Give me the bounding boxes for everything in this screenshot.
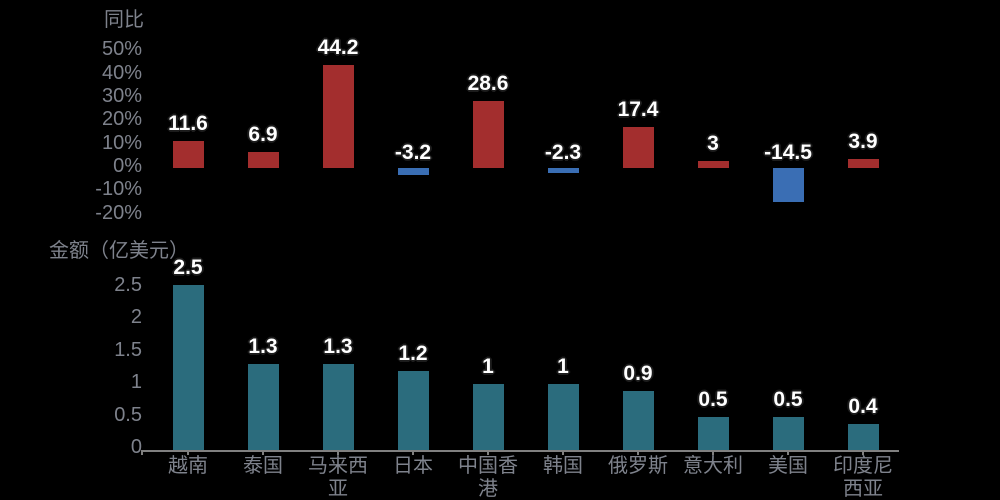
yoy-ytick-4: 10% <box>101 131 142 154</box>
amount-category-label-4: 中国香港 <box>443 455 533 500</box>
yoy-ytick-6: -10% <box>95 178 142 201</box>
amount-bar-4 <box>472 384 504 450</box>
yoy-bar-3 <box>397 168 429 176</box>
amount-value-label-2: 1.3 <box>323 335 353 359</box>
yoy-value-label-4: 28.6 <box>467 72 509 96</box>
amount-category-label-7: 意大利 <box>668 455 758 478</box>
amount-value-label-1: 1.3 <box>248 335 278 359</box>
yoy-ytick-1: 40% <box>101 61 142 84</box>
yoy-bar-9 <box>847 158 879 168</box>
amount-category-label-0-line-0: 越南 <box>168 455 208 477</box>
amount-ytick-0: 2.5 <box>114 273 142 296</box>
amount-bar-8 <box>772 417 804 450</box>
amount-bar-0 <box>172 285 204 450</box>
yoy-value-label-2: 44.2 <box>317 35 359 59</box>
yoy-value-label-3: -3.2 <box>394 141 432 164</box>
amount-category-label-4-line-1: 港 <box>478 478 498 500</box>
yoy-ytick-0: 50% <box>101 38 142 61</box>
amount-category-tick-0 <box>187 450 189 455</box>
amount-value-label-7: 0.5 <box>698 388 728 411</box>
amount-category-label-6-line-0: 俄罗斯 <box>608 455 668 477</box>
amount-category-label-4-line-0: 中国香 <box>458 455 518 477</box>
amount-category-label-2: 马来西亚 <box>293 455 383 500</box>
amount-ytick-2: 1.5 <box>114 338 142 361</box>
amount-category-label-1-line-0: 泰国 <box>243 455 283 477</box>
amount-category-tick-5 <box>562 450 564 455</box>
amount-category-label-9-line-0: 印度尼 <box>833 455 893 477</box>
yoy-bar-1 <box>247 151 279 168</box>
amount-category-label-5: 韩国 <box>518 455 608 478</box>
amount-ytick-3: 1 <box>130 371 142 393</box>
amount-category-tick-3 <box>412 450 414 455</box>
yoy-bar-6 <box>622 127 654 168</box>
amount-category-tick-8 <box>787 450 789 455</box>
amount-x-axis-line <box>141 450 899 452</box>
amount-category-label-7-line-0: 意大利 <box>683 455 743 477</box>
amount-category-label-9: 印度尼 西亚 <box>818 455 908 500</box>
amount-bar-2 <box>322 364 354 450</box>
amount-category-tick-2 <box>337 450 339 455</box>
amount-ytick-1: 2 <box>130 306 142 328</box>
amount-bar-6 <box>622 390 654 450</box>
yoy-ytick-7: -20% <box>95 201 142 224</box>
amount-bar-3 <box>397 370 429 450</box>
yoy-ytick-2: 30% <box>101 84 142 107</box>
yoy-value-label-8: -14.5 <box>764 141 812 164</box>
yoy-bar-4 <box>472 101 504 168</box>
amount-category-label-9-line-1: 西亚 <box>843 478 883 500</box>
amount-category-label-2-line-0: 马来西 <box>308 455 368 477</box>
yoy-bar-8 <box>772 168 804 202</box>
amount-category-tick-9 <box>862 450 864 455</box>
yoy-bar-5 <box>547 168 579 174</box>
yoy-ytick-5: 0% <box>113 155 142 177</box>
yoy-value-label-0: 11.6 <box>168 111 208 135</box>
amount-panel-title: 金额（亿美元） <box>49 240 189 262</box>
amount-category-label-6: 俄罗斯 <box>593 455 683 478</box>
amount-value-label-5: 1 <box>557 355 569 378</box>
amount-bar-9 <box>847 423 879 450</box>
yoy-bar-0 <box>172 140 204 168</box>
yoy-value-label-7: 3 <box>707 131 719 155</box>
yoy-value-label-9: 3.9 <box>848 129 878 153</box>
amount-category-label-3-line-0: 日本 <box>393 455 433 477</box>
amount-value-label-8: 0.5 <box>773 388 803 411</box>
yoy-bar-2 <box>322 64 354 168</box>
amount-category-label-1: 泰国 <box>218 455 308 478</box>
amount-category-label-0: 越南 <box>143 455 233 478</box>
amount-value-label-0: 2.5 <box>173 256 203 279</box>
yoy-value-label-1: 6.9 <box>248 122 278 146</box>
amount-category-label-8: 美国 <box>743 455 833 478</box>
yoy-panel-title: 同比 <box>104 9 144 31</box>
amount-category-tick-7 <box>712 450 714 455</box>
amount-category-label-2-line-1: 亚 <box>328 478 348 500</box>
amount-value-label-6: 0.9 <box>623 361 653 385</box>
amount-value-label-9: 0.4 <box>848 394 878 418</box>
amount-category-tick-6 <box>637 450 639 455</box>
amount-category-label-5-line-0: 韩国 <box>543 455 583 477</box>
yoy-bar-7 <box>697 160 729 168</box>
amount-ytick-5: 0 <box>130 436 142 458</box>
yoy-ytick-3: 20% <box>101 108 142 131</box>
yoy-value-label-6: 17.4 <box>617 98 659 122</box>
amount-category-label-3: 日本 <box>368 455 458 478</box>
amount-category-tick-4 <box>487 450 489 455</box>
amount-bar-7 <box>697 417 729 450</box>
amount-value-label-3: 1.2 <box>398 341 428 365</box>
amount-category-tick-1 <box>262 450 264 455</box>
yoy-value-label-5: -2.3 <box>544 141 582 164</box>
amount-ytick-4: 0.5 <box>114 403 142 426</box>
amount-axis-start-tick <box>141 450 143 455</box>
amount-bar-1 <box>247 364 279 450</box>
amount-value-label-4: 1 <box>482 355 494 378</box>
amount-bar-5 <box>547 384 579 450</box>
amount-category-label-8-line-0: 美国 <box>768 455 808 477</box>
